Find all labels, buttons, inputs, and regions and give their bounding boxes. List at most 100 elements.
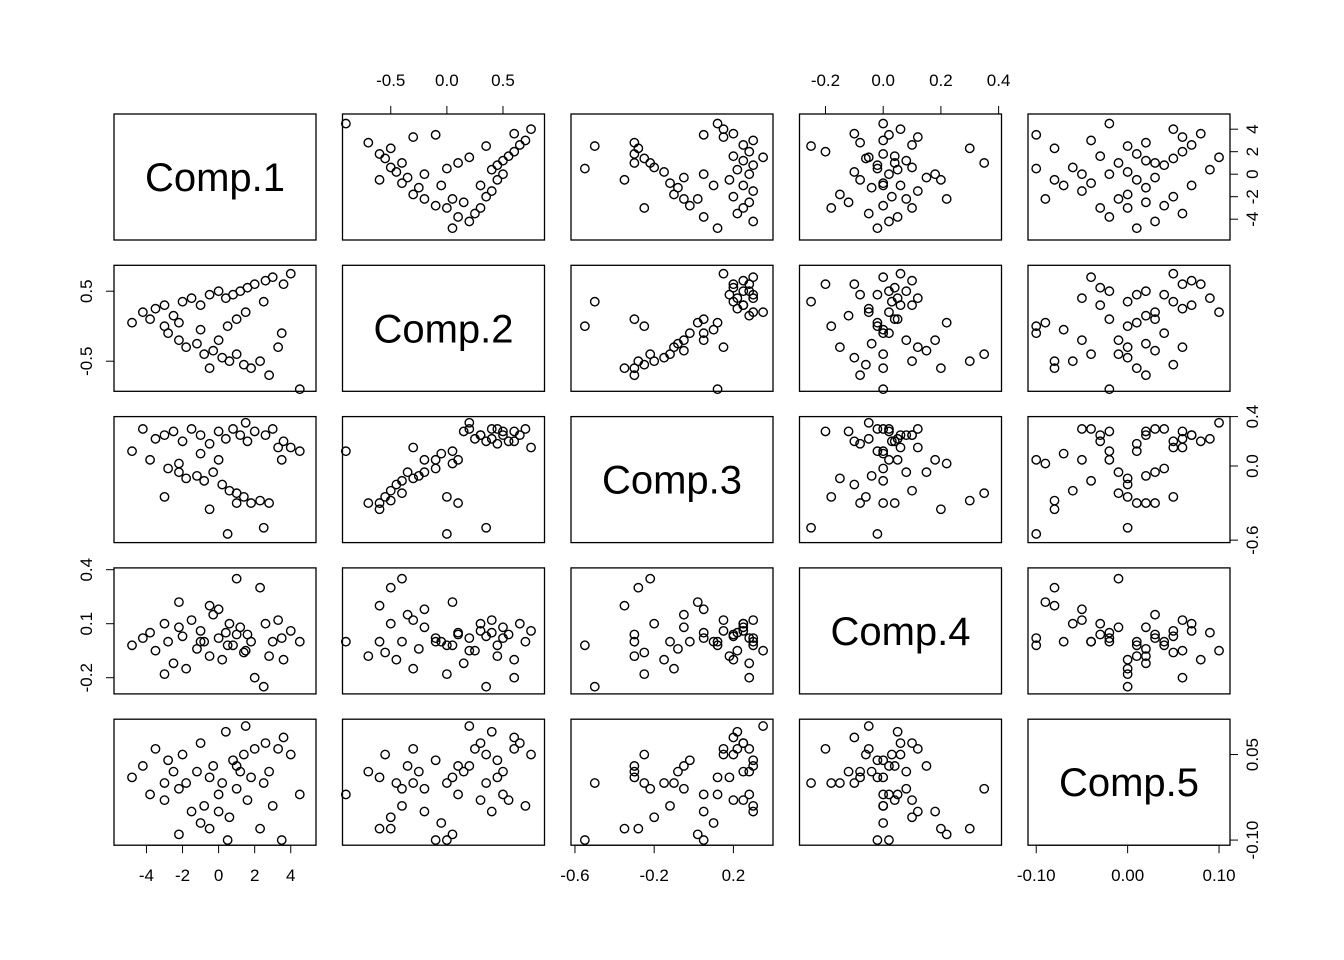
point xyxy=(492,160,503,171)
point xyxy=(1067,356,1078,367)
point xyxy=(238,647,249,658)
point xyxy=(363,498,374,508)
point xyxy=(1195,654,1206,665)
point xyxy=(255,582,265,593)
point xyxy=(820,426,831,437)
point xyxy=(941,317,952,328)
point xyxy=(1186,618,1197,629)
point xyxy=(1113,158,1124,168)
point xyxy=(340,446,351,457)
point xyxy=(441,835,452,845)
point xyxy=(901,286,912,297)
point xyxy=(1159,640,1170,651)
point xyxy=(231,573,242,584)
point xyxy=(181,473,192,484)
point xyxy=(1122,189,1133,200)
point xyxy=(855,370,865,381)
point xyxy=(1168,124,1179,135)
point xyxy=(855,438,865,449)
point xyxy=(732,293,743,304)
point xyxy=(520,135,531,146)
point xyxy=(430,454,441,465)
point xyxy=(659,352,669,363)
point xyxy=(267,636,278,647)
point xyxy=(267,424,278,434)
point xyxy=(258,296,269,307)
x-tick-label: 0.2 xyxy=(722,866,746,885)
point xyxy=(464,424,475,434)
point xyxy=(492,174,503,185)
panel xyxy=(341,113,546,241)
point xyxy=(738,300,749,311)
point xyxy=(895,180,906,191)
panel xyxy=(1027,567,1231,695)
point xyxy=(285,268,296,279)
point xyxy=(1067,162,1078,173)
variable-label: Comp.1 xyxy=(145,156,285,200)
point xyxy=(486,726,497,737)
point xyxy=(673,182,683,193)
point xyxy=(884,307,894,318)
panel xyxy=(570,567,774,695)
point xyxy=(391,479,402,490)
point xyxy=(419,604,430,615)
point xyxy=(447,446,458,457)
point xyxy=(159,491,170,502)
point xyxy=(744,789,755,800)
point xyxy=(835,778,845,788)
point xyxy=(249,743,260,754)
point xyxy=(199,475,210,486)
point xyxy=(228,424,238,434)
point xyxy=(872,446,883,457)
point xyxy=(235,430,246,441)
point xyxy=(1058,448,1069,459)
panel xyxy=(113,567,317,695)
point xyxy=(1086,272,1096,283)
point xyxy=(748,289,759,300)
point xyxy=(1214,645,1224,656)
point xyxy=(159,618,170,629)
x-tick-label: 0.0 xyxy=(871,71,895,90)
point xyxy=(849,732,860,743)
point xyxy=(901,155,912,166)
x-tick-label: -0.10 xyxy=(1017,866,1056,885)
point xyxy=(1122,321,1133,332)
point xyxy=(1049,600,1060,611)
point xyxy=(195,636,206,647)
panel xyxy=(113,113,317,241)
point xyxy=(1077,335,1087,346)
point xyxy=(1049,174,1060,185)
point xyxy=(413,470,424,481)
y-tick-label: 4 xyxy=(1243,124,1262,133)
y-tick-label: 0.05 xyxy=(1243,738,1262,771)
point xyxy=(732,164,743,175)
point xyxy=(526,442,536,453)
point xyxy=(855,498,865,508)
point xyxy=(889,498,900,508)
point xyxy=(447,829,458,840)
point xyxy=(866,470,877,481)
point xyxy=(222,321,233,332)
x-tick-label: -0.2 xyxy=(640,866,669,885)
point xyxy=(486,433,497,444)
point xyxy=(1186,140,1197,150)
point xyxy=(712,636,723,647)
point xyxy=(744,658,755,669)
y-tick-label: -2 xyxy=(1243,189,1262,204)
point xyxy=(665,636,675,647)
x-tick-label: 2 xyxy=(250,866,259,885)
point xyxy=(163,463,174,474)
point xyxy=(492,640,503,651)
point xyxy=(728,282,739,293)
point xyxy=(1186,430,1197,441)
point xyxy=(168,310,179,321)
point xyxy=(204,600,215,611)
point xyxy=(486,627,497,638)
point xyxy=(895,749,906,760)
point xyxy=(1177,615,1188,625)
point xyxy=(684,636,695,647)
point xyxy=(294,636,305,647)
point xyxy=(1031,328,1042,339)
point xyxy=(363,766,374,777)
point xyxy=(884,789,894,800)
